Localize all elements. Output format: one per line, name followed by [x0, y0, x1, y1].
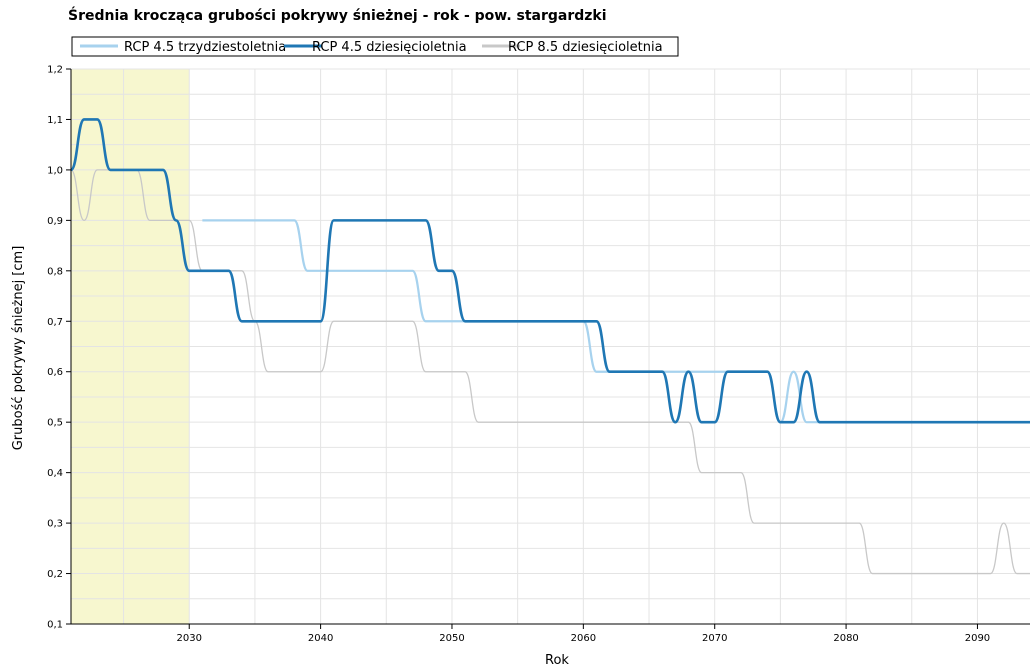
x-tick-label: 2060: [571, 633, 596, 644]
y-tick-label: 0,8: [47, 266, 63, 277]
legend-box: [71, 36, 679, 57]
legend-label-rcp85-10: RCP 8.5 dziesięcioletnia: [508, 40, 663, 55]
y-tick-label: 1,0: [47, 165, 63, 176]
tick-labels: 0,1 0,2 0,3 0,4 0,5 0,6 0,7 0,8 0,9 1,0 1,1 1,2 2030…: [47, 65, 990, 645]
axes: [70, 69, 1030, 625]
series-line-0: [202, 219, 1030, 424]
series-line-2: [70, 169, 1030, 575]
y-tick-label: 1,1: [47, 115, 63, 126]
y-tick-label: 0,9: [47, 216, 63, 227]
y-tick-label: 0,2: [47, 569, 63, 580]
chart-title: Średnia krocząca grubości pokrywy śnieżn…: [68, 6, 607, 24]
legend: RCP 4.5 trzydziestoletnia RCP 4.5 dziesi…: [71, 36, 679, 57]
legend-label-rcp45-10: RCP 4.5 dziesięcioletnia: [312, 40, 467, 55]
legend-label-rcp45-30: RCP 4.5 trzydziestoletnia: [124, 40, 286, 55]
series-lines: [69, 118, 1030, 575]
y-axis-label: Grubość pokrywy śnieżnej [cm]: [11, 246, 26, 451]
y-tick-label: 0,4: [47, 468, 63, 479]
y-tick-label: 0,1: [47, 620, 63, 631]
x-tick-label: 2040: [308, 633, 333, 644]
x-axis-label: Rok: [545, 653, 569, 665]
y-tick-label: 0,7: [47, 317, 63, 328]
y-tick-label: 0,3: [47, 519, 63, 530]
x-tick-label: 2090: [965, 633, 990, 644]
x-tick-label: 2030: [177, 633, 202, 644]
x-tick-label: 2070: [702, 633, 727, 644]
y-tick-label: 0,6: [47, 367, 63, 378]
x-tick-label: 2080: [833, 633, 858, 644]
y-tick-label: 1,2: [47, 65, 63, 76]
grid: [71, 68, 1030, 625]
x-tick-label: 2050: [439, 633, 464, 644]
y-tick-label: 0,5: [47, 418, 63, 429]
series-line-1: [69, 118, 1030, 424]
